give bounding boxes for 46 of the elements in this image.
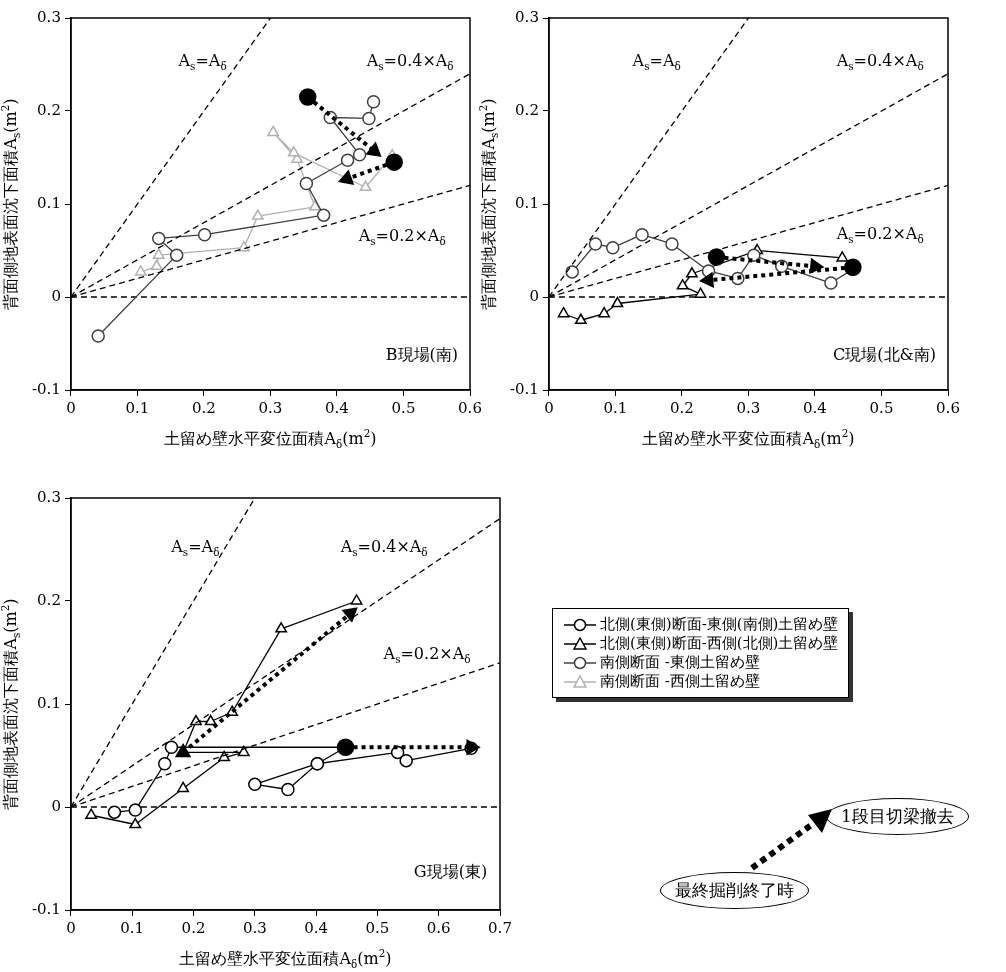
text: 1段目切梁撤去 <box>826 798 969 835</box>
y-tick-label: 0.2 <box>37 590 61 609</box>
legend-label: 北側(東側)断面-西側(北側)土留め壁 <box>600 634 839 653</box>
x-tick-label: 0.2 <box>192 398 216 417</box>
x-tick-label: 0.6 <box>458 398 482 417</box>
x-tick-label: 0.3 <box>736 398 761 417</box>
text: 南側断面 -西側土留め壁 <box>600 672 760 690</box>
annotation: C現場(北&南) <box>833 345 937 365</box>
y-tick-label: -0.1 <box>509 379 539 398</box>
x-tick-label: 0.3 <box>258 398 283 417</box>
y-tick-label: 0.3 <box>515 7 539 26</box>
y-tick-label: 0.3 <box>37 7 61 26</box>
text: 南側断面 -東側土留め壁 <box>600 653 760 671</box>
y-tick-label: 0.1 <box>515 193 539 212</box>
x-tick-label: 0 <box>544 398 554 417</box>
y-tick-label: 0.3 <box>37 487 61 506</box>
text: 最終掘削終了時 <box>660 872 809 909</box>
x-tick-label: 0.4 <box>325 398 349 417</box>
y-tick-label: 0 <box>51 796 61 815</box>
x-tick-label: 0.1 <box>603 398 628 417</box>
annotation: G現場(東) <box>413 862 488 882</box>
x-tick-label: 0.6 <box>936 398 960 417</box>
x-tick-label: 0 <box>66 398 76 417</box>
x-tick-label: 0.5 <box>391 398 416 417</box>
x-tick-label: 0.2 <box>670 398 694 417</box>
x-tick-label: 0.4 <box>304 918 329 937</box>
y-tick-label: 0.1 <box>37 693 61 712</box>
y-tick-label: -0.1 <box>31 899 61 918</box>
x-tick-label: 0.5 <box>869 398 894 417</box>
y-tick-label: 0.2 <box>515 100 539 119</box>
legend-label: 北側(東側)断面-東側(南側)土留め壁 <box>600 615 839 634</box>
x-tick-label: 0.1 <box>125 398 150 417</box>
y-tick-label: 0 <box>529 286 539 305</box>
x-tick-label: 0.3 <box>242 918 267 937</box>
y-tick-label: 0 <box>51 286 61 305</box>
x-tick-label: 0.7 <box>488 918 512 937</box>
x-tick-label: 0.4 <box>803 398 827 417</box>
y-tick-label: 0.2 <box>37 100 61 119</box>
y-tick-label: -0.1 <box>31 379 61 398</box>
x-tick-label: 0.1 <box>120 918 145 937</box>
x-tick-label: 0.5 <box>365 918 390 937</box>
annotation: B現場(南) <box>385 345 459 365</box>
x-tick-label: 0.2 <box>181 918 206 937</box>
y-tick-label: 0.1 <box>37 193 61 212</box>
x-tick-label: 0.6 <box>426 918 451 937</box>
x-tick-label: 0 <box>66 918 76 937</box>
